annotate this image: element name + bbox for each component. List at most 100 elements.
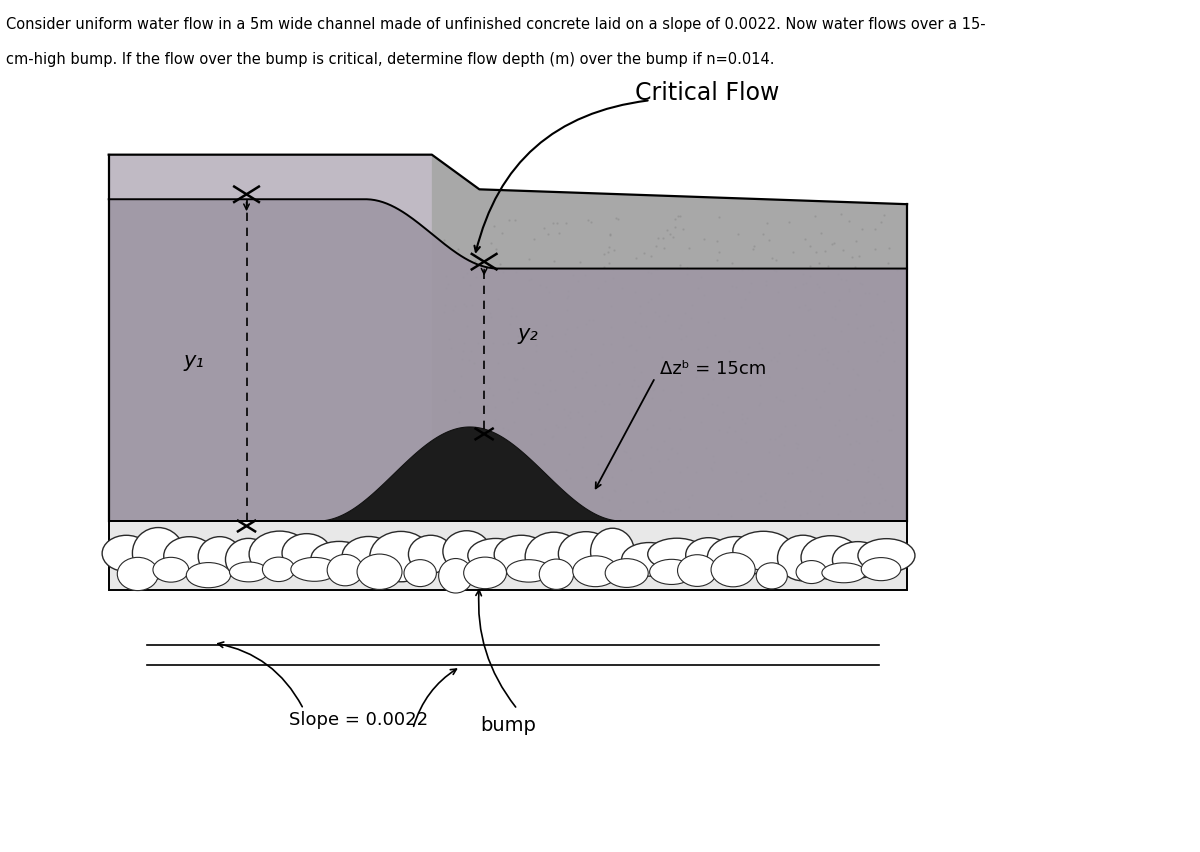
Point <box>620 406 640 420</box>
Point <box>491 453 510 467</box>
Point <box>568 275 587 289</box>
Point <box>730 367 749 381</box>
Point <box>686 371 706 385</box>
Point <box>694 233 713 247</box>
Ellipse shape <box>712 553 755 587</box>
Point <box>785 389 804 403</box>
Point <box>840 285 859 298</box>
Point <box>756 279 775 293</box>
Point <box>818 377 838 390</box>
Point <box>596 467 616 481</box>
Point <box>868 471 887 485</box>
Ellipse shape <box>404 560 437 587</box>
Ellipse shape <box>152 558 188 583</box>
Point <box>691 416 710 429</box>
Point <box>623 379 642 393</box>
Point <box>502 309 521 323</box>
Point <box>846 308 865 321</box>
Point <box>462 299 481 313</box>
Point <box>848 369 868 383</box>
Point <box>719 345 738 359</box>
Point <box>828 268 847 281</box>
Point <box>884 355 904 369</box>
Point <box>456 429 475 442</box>
Ellipse shape <box>263 557 295 582</box>
Ellipse shape <box>163 537 215 575</box>
Ellipse shape <box>229 562 268 582</box>
Point <box>434 234 454 248</box>
Point <box>521 508 540 521</box>
Point <box>883 324 902 337</box>
Point <box>474 432 493 446</box>
Point <box>631 366 650 379</box>
Point <box>524 233 544 247</box>
Point <box>576 470 595 484</box>
Point <box>770 429 790 443</box>
Point <box>836 273 856 287</box>
Point <box>601 228 620 242</box>
Point <box>468 337 487 350</box>
Point <box>479 474 498 487</box>
Point <box>758 234 778 248</box>
Point <box>671 210 690 224</box>
Point <box>546 383 565 397</box>
Point <box>850 276 869 290</box>
Point <box>505 471 524 485</box>
Point <box>474 268 493 282</box>
Point <box>581 348 600 362</box>
Ellipse shape <box>539 560 574 590</box>
Point <box>704 455 724 469</box>
Point <box>654 371 673 385</box>
Ellipse shape <box>408 536 452 573</box>
Point <box>624 495 643 509</box>
Point <box>872 216 892 229</box>
Point <box>811 227 830 240</box>
Point <box>834 244 853 257</box>
Ellipse shape <box>186 563 230 588</box>
Point <box>485 401 504 415</box>
Point <box>823 358 842 371</box>
Point <box>737 436 756 450</box>
Ellipse shape <box>282 534 331 573</box>
Point <box>492 487 511 501</box>
Point <box>458 267 478 280</box>
Point <box>859 287 878 301</box>
Point <box>780 329 799 343</box>
Point <box>854 336 874 349</box>
Point <box>556 345 575 359</box>
Point <box>493 337 512 351</box>
Point <box>676 307 695 320</box>
Point <box>527 338 546 352</box>
Point <box>642 250 661 264</box>
Point <box>800 239 820 253</box>
Point <box>539 286 558 300</box>
Point <box>824 238 844 251</box>
Point <box>509 486 528 499</box>
Point <box>625 316 644 330</box>
Point <box>641 267 660 280</box>
Point <box>445 445 464 458</box>
Ellipse shape <box>370 532 432 582</box>
Point <box>772 428 791 441</box>
Point <box>445 384 464 398</box>
Point <box>500 480 520 493</box>
Point <box>560 472 580 486</box>
Point <box>529 509 548 523</box>
Point <box>666 222 685 235</box>
Point <box>450 437 469 451</box>
Point <box>540 374 559 388</box>
Point <box>661 228 680 242</box>
Point <box>622 339 641 353</box>
Point <box>642 440 661 454</box>
Point <box>823 311 842 325</box>
Ellipse shape <box>756 563 787 590</box>
Point <box>601 299 620 313</box>
Polygon shape <box>318 428 622 521</box>
Point <box>864 468 883 481</box>
Point <box>646 492 665 506</box>
Point <box>870 330 889 343</box>
Point <box>574 440 593 454</box>
Point <box>544 255 563 268</box>
Point <box>671 259 690 273</box>
Point <box>480 485 499 498</box>
